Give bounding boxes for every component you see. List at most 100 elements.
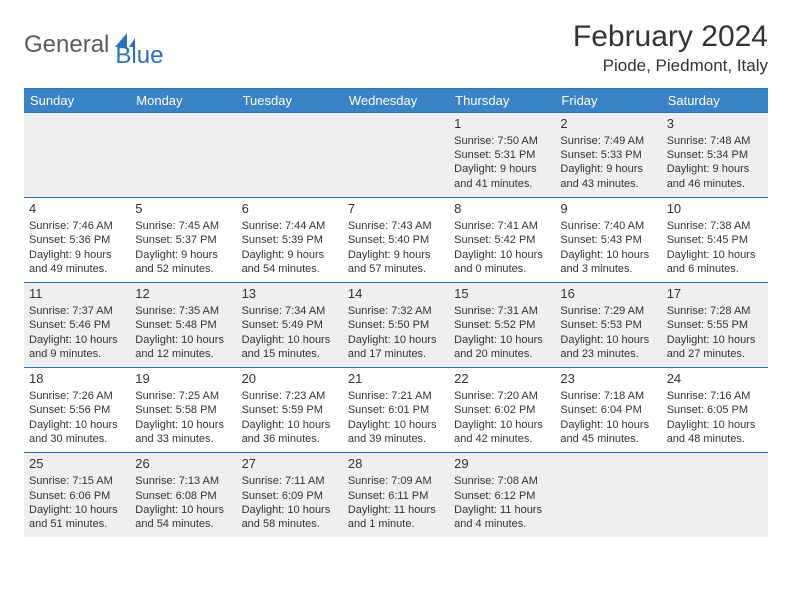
- sunset-text: Sunset: 5:40 PM: [348, 233, 444, 247]
- day-number: 17: [667, 286, 763, 303]
- day-number: 16: [560, 286, 656, 303]
- daylight-text: and 58 minutes.: [242, 517, 338, 531]
- sunset-text: Sunset: 5:53 PM: [560, 318, 656, 332]
- daylight-text: Daylight: 9 hours: [560, 162, 656, 176]
- daylight-text: Daylight: 11 hours: [348, 503, 444, 517]
- daylight-text: and 6 minutes.: [667, 262, 763, 276]
- calendar-week-row: 11Sunrise: 7:37 AMSunset: 5:46 PMDayligh…: [24, 283, 768, 368]
- daylight-text: and 46 minutes.: [667, 177, 763, 191]
- daylight-text: and 41 minutes.: [454, 177, 550, 191]
- calendar-day-cell: 13Sunrise: 7:34 AMSunset: 5:49 PMDayligh…: [237, 283, 343, 368]
- sunset-text: Sunset: 6:12 PM: [454, 489, 550, 503]
- day-number: 13: [242, 286, 338, 303]
- day-number: 20: [242, 371, 338, 388]
- weekday-header: Friday: [555, 89, 661, 113]
- day-number: 23: [560, 371, 656, 388]
- day-number: 3: [667, 116, 763, 133]
- daylight-text: and 36 minutes.: [242, 432, 338, 446]
- daylight-text: and 12 minutes.: [135, 347, 231, 361]
- day-number: 28: [348, 456, 444, 473]
- sunrise-text: Sunrise: 7:16 AM: [667, 389, 763, 403]
- logo-text-general: General: [24, 31, 109, 59]
- daylight-text: Daylight: 10 hours: [560, 333, 656, 347]
- sunrise-text: Sunrise: 7:26 AM: [29, 389, 125, 403]
- sunset-text: Sunset: 5:48 PM: [135, 318, 231, 332]
- sunset-text: Sunset: 6:02 PM: [454, 403, 550, 417]
- daylight-text: and 54 minutes.: [242, 262, 338, 276]
- sunset-text: Sunset: 5:31 PM: [454, 148, 550, 162]
- daylight-text: Daylight: 10 hours: [29, 503, 125, 517]
- day-number: 7: [348, 201, 444, 218]
- daylight-text: Daylight: 10 hours: [560, 418, 656, 432]
- sunset-text: Sunset: 6:04 PM: [560, 403, 656, 417]
- daylight-text: and 3 minutes.: [560, 262, 656, 276]
- daylight-text: Daylight: 10 hours: [348, 333, 444, 347]
- sunset-text: Sunset: 5:58 PM: [135, 403, 231, 417]
- day-number: 1: [454, 116, 550, 133]
- logo: General Blue: [24, 20, 163, 70]
- daylight-text: and 57 minutes.: [348, 262, 444, 276]
- daylight-text: and 27 minutes.: [667, 347, 763, 361]
- sunrise-text: Sunrise: 7:21 AM: [348, 389, 444, 403]
- sunset-text: Sunset: 6:09 PM: [242, 489, 338, 503]
- calendar-day-cell: 29Sunrise: 7:08 AMSunset: 6:12 PMDayligh…: [449, 453, 555, 538]
- sunrise-text: Sunrise: 7:11 AM: [242, 474, 338, 488]
- daylight-text: and 49 minutes.: [29, 262, 125, 276]
- day-number: 22: [454, 371, 550, 388]
- sunrise-text: Sunrise: 7:41 AM: [454, 219, 550, 233]
- daylight-text: and 9 minutes.: [29, 347, 125, 361]
- sunrise-text: Sunrise: 7:44 AM: [242, 219, 338, 233]
- calendar-day-cell: 6Sunrise: 7:44 AMSunset: 5:39 PMDaylight…: [237, 198, 343, 283]
- calendar-day-cell: 19Sunrise: 7:25 AMSunset: 5:58 PMDayligh…: [130, 368, 236, 453]
- logo-text-blue: Blue: [115, 42, 163, 70]
- day-number: 8: [454, 201, 550, 218]
- daylight-text: Daylight: 10 hours: [667, 418, 763, 432]
- calendar-day-cell: 23Sunrise: 7:18 AMSunset: 6:04 PMDayligh…: [555, 368, 661, 453]
- daylight-text: Daylight: 10 hours: [242, 333, 338, 347]
- sunrise-text: Sunrise: 7:31 AM: [454, 304, 550, 318]
- sunset-text: Sunset: 5:56 PM: [29, 403, 125, 417]
- daylight-text: and 0 minutes.: [454, 262, 550, 276]
- calendar-week-row: 18Sunrise: 7:26 AMSunset: 5:56 PM Dayligh…: [24, 368, 768, 453]
- sunset-text: Sunset: 5:49 PM: [242, 318, 338, 332]
- sunset-text: Sunset: 6:11 PM: [348, 489, 444, 503]
- sunrise-text: Sunrise: 7:15 AM: [29, 474, 125, 488]
- daylight-text: and 48 minutes.: [667, 432, 763, 446]
- daylight-text: and 17 minutes.: [348, 347, 444, 361]
- daylight-text: Daylight: 9 hours: [135, 248, 231, 262]
- sunset-text: Sunset: 5:59 PM: [242, 403, 338, 417]
- daylight-text: Daylight: 9 hours: [454, 162, 550, 176]
- day-number: 18: [29, 371, 125, 388]
- calendar-day-cell: 5Sunrise: 7:45 AMSunset: 5:37 PMDaylight…: [130, 198, 236, 283]
- weekday-header: Tuesday: [237, 89, 343, 113]
- day-number: 29: [454, 456, 550, 473]
- daylight-text: Daylight: 10 hours: [667, 333, 763, 347]
- sunset-text: Sunset: 6:06 PM: [29, 489, 125, 503]
- daylight-text: Daylight: 9 hours: [348, 248, 444, 262]
- daylight-text: Daylight: 9 hours: [667, 162, 763, 176]
- daylight-text: and 4 minutes.: [454, 517, 550, 531]
- day-number: 19: [135, 371, 231, 388]
- page-title: February 2024: [573, 20, 768, 54]
- day-number: 21: [348, 371, 444, 388]
- sunrise-text: Sunrise: 7:28 AM: [667, 304, 763, 318]
- sunrise-text: Sunrise: 7:25 AM: [135, 389, 231, 403]
- sunset-text: Sunset: 5:39 PM: [242, 233, 338, 247]
- daylight-text: Daylight: 10 hours: [348, 418, 444, 432]
- sunrise-text: Sunrise: 7:50 AM: [454, 134, 550, 148]
- day-number: 4: [29, 201, 125, 218]
- daylight-text: and 52 minutes.: [135, 262, 231, 276]
- sunset-text: Sunset: 6:05 PM: [667, 403, 763, 417]
- calendar-day-cell: 2Sunrise: 7:49 AMSunset: 5:33 PMDaylight…: [555, 113, 661, 198]
- sunrise-text: Sunrise: 7:08 AM: [454, 474, 550, 488]
- sunrise-text: Sunrise: 7:49 AM: [560, 134, 656, 148]
- daylight-text: Daylight: 10 hours: [242, 418, 338, 432]
- sunset-text: Sunset: 5:45 PM: [667, 233, 763, 247]
- calendar-day-cell: 3Sunrise: 7:48 AMSunset: 5:34 PMDaylight…: [662, 113, 768, 198]
- sunrise-text: Sunrise: 7:45 AM: [135, 219, 231, 233]
- calendar-day-cell: 17Sunrise: 7:28 AMSunset: 5:55 PMDayligh…: [662, 283, 768, 368]
- calendar-empty-cell: [237, 113, 343, 198]
- daylight-text: and 20 minutes.: [454, 347, 550, 361]
- sunset-text: Sunset: 5:34 PM: [667, 148, 763, 162]
- weekday-header: Monday: [130, 89, 236, 113]
